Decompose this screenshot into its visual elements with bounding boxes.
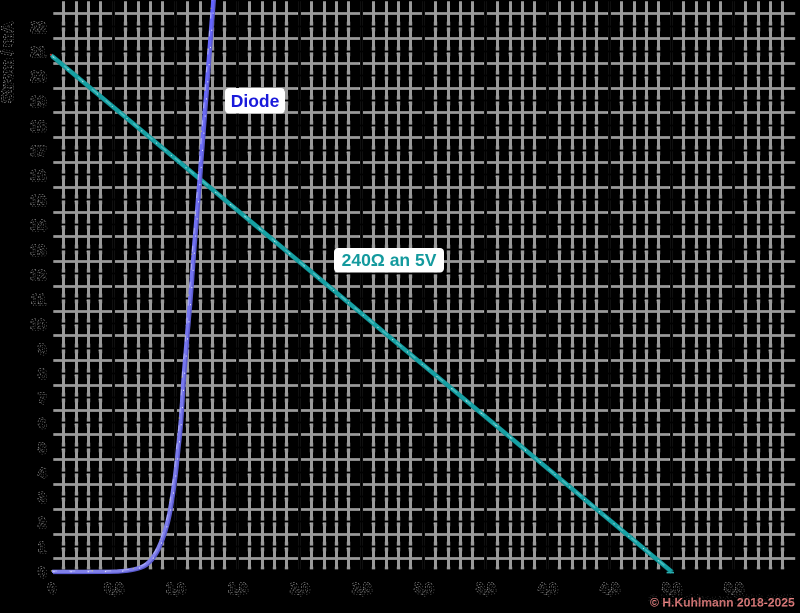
svg-text:© H.Kuhlmann 2018-2025: © H.Kuhlmann 2018-2025 xyxy=(650,596,795,610)
svg-text:12: 12 xyxy=(32,269,47,284)
svg-text:2,0: 2,0 xyxy=(290,580,309,595)
svg-text:2,5: 2,5 xyxy=(352,580,371,595)
svg-text:6: 6 xyxy=(40,417,47,432)
svg-text:4,0: 4,0 xyxy=(538,580,557,595)
svg-text:4: 4 xyxy=(38,465,46,480)
svg-text:3: 3 xyxy=(40,492,47,507)
svg-text:19: 19 xyxy=(30,93,45,108)
svg-text:17: 17 xyxy=(32,145,47,160)
svg-text:Strom / mA: Strom / mA xyxy=(0,21,17,102)
svg-text:0: 0 xyxy=(49,582,56,597)
svg-text:18: 18 xyxy=(32,120,47,135)
svg-text:1: 1 xyxy=(40,541,48,556)
svg-text:17: 17 xyxy=(30,143,45,158)
svg-text:20: 20 xyxy=(32,70,47,85)
svg-text:0: 0 xyxy=(38,564,45,579)
svg-text:18: 18 xyxy=(30,118,45,133)
svg-text:9: 9 xyxy=(38,341,45,356)
svg-text:3,0: 3,0 xyxy=(414,580,433,595)
svg-text:4,5: 4,5 xyxy=(602,582,621,597)
svg-text:2,5: 2,5 xyxy=(354,582,373,597)
svg-text:240Ω an 5V: 240Ω an 5V xyxy=(342,250,437,270)
svg-text:15: 15 xyxy=(30,193,45,208)
svg-text:3,5: 3,5 xyxy=(476,580,495,595)
svg-text:11: 11 xyxy=(31,292,46,307)
svg-text:7: 7 xyxy=(38,391,45,406)
svg-text:1,5: 1,5 xyxy=(230,582,249,597)
svg-text:19: 19 xyxy=(32,95,47,110)
svg-text:16: 16 xyxy=(32,170,47,185)
svg-text:9: 9 xyxy=(40,343,47,358)
svg-text:12: 12 xyxy=(30,267,45,282)
svg-text:3,5: 3,5 xyxy=(478,582,497,597)
svg-text:5: 5 xyxy=(40,442,48,457)
svg-text:5,0: 5,0 xyxy=(664,582,683,597)
svg-text:3: 3 xyxy=(38,490,45,505)
svg-text:© H.Kuhlmann 2018-2025: © H.Kuhlmann 2018-2025 xyxy=(650,594,795,608)
svg-text:1,0: 1,0 xyxy=(166,580,185,595)
svg-text:1,5: 1,5 xyxy=(228,580,247,595)
svg-text:Diode: Diode xyxy=(231,91,280,111)
svg-text:2,0: 2,0 xyxy=(292,582,311,597)
svg-text:© H.Kuhlmann 2018-2025: © H.Kuhlmann 2018-2025 xyxy=(649,592,794,606)
svg-text:2: 2 xyxy=(38,515,45,530)
svg-text:8: 8 xyxy=(38,366,46,381)
svg-text:15: 15 xyxy=(32,194,47,209)
svg-text:6: 6 xyxy=(38,415,45,430)
svg-text:1,0: 1,0 xyxy=(168,582,187,597)
svg-text:10: 10 xyxy=(32,318,47,333)
svg-text:20: 20 xyxy=(30,69,45,84)
svg-text:0: 0 xyxy=(40,566,47,581)
svg-text:16: 16 xyxy=(30,168,45,183)
svg-text:13: 13 xyxy=(30,242,45,257)
svg-text:5: 5 xyxy=(38,440,46,455)
svg-text:5,5: 5,5 xyxy=(726,582,745,597)
svg-text:5,5: 5,5 xyxy=(724,580,743,595)
svg-text:22: 22 xyxy=(32,21,47,36)
svg-text:0,5: 0,5 xyxy=(106,582,125,597)
svg-text:7: 7 xyxy=(40,392,47,407)
svg-text:2: 2 xyxy=(40,516,47,531)
svg-text:21: 21 xyxy=(32,46,47,61)
svg-text:10: 10 xyxy=(30,316,45,331)
svg-text:0,5: 0,5 xyxy=(104,580,123,595)
svg-text:4,0: 4,0 xyxy=(540,582,559,597)
svg-text:14: 14 xyxy=(30,217,45,232)
svg-text:4: 4 xyxy=(40,467,48,482)
svg-text:3,0: 3,0 xyxy=(416,582,435,597)
svg-text:0: 0 xyxy=(47,580,54,595)
svg-text:5,0: 5,0 xyxy=(662,580,681,595)
svg-text:8: 8 xyxy=(40,368,48,383)
svg-text:Strom / mA: Strom / mA xyxy=(0,22,16,103)
svg-text:11: 11 xyxy=(33,293,48,308)
svg-text:1: 1 xyxy=(38,539,46,554)
svg-text:13: 13 xyxy=(32,244,47,259)
svg-text:21: 21 xyxy=(30,44,45,59)
svg-text:22: 22 xyxy=(30,19,45,34)
svg-text:4,5: 4,5 xyxy=(600,580,619,595)
svg-text:14: 14 xyxy=(32,219,47,234)
